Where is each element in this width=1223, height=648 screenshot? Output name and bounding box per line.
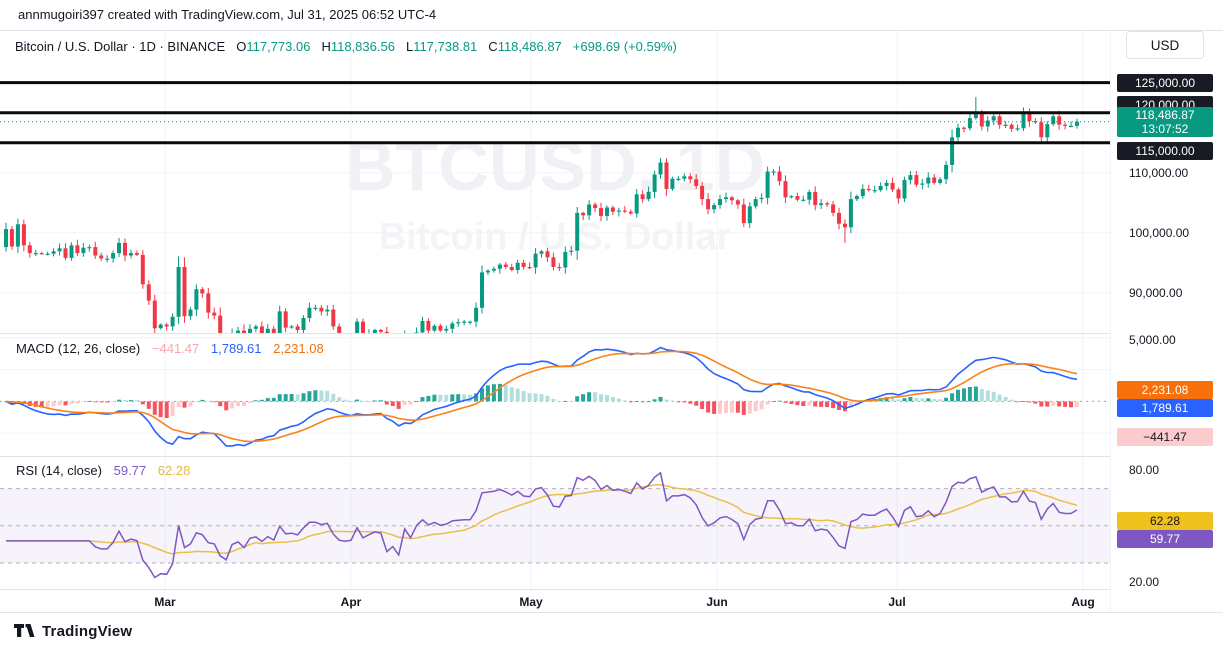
attribution-text: annmugoiri397 created with TradingView.c…: [18, 7, 437, 22]
rsi-canvas[interactable]: [0, 457, 1110, 589]
time-axis-month-label: May: [519, 595, 543, 609]
currency-cell: USD: [1111, 31, 1223, 59]
price-level-badge: 115,000.00: [1117, 141, 1213, 160]
pane-divider[interactable]: [0, 333, 1223, 334]
last-price-badge: 118,486.87 13:07:52: [1117, 106, 1213, 137]
price-pane[interactable]: BTCUSD, 1D Bitcoin / U.S. Dollar Bitcoin…: [0, 31, 1110, 333]
candlestick-canvas[interactable]: [0, 31, 1110, 333]
ohlc-item: O117,773.06: [236, 39, 311, 54]
rsi-pane[interactable]: RSI (14, close) 59.77 62.28: [0, 457, 1110, 589]
tradingview-logo-icon: [14, 624, 35, 638]
ohlc-item: H118,836.56: [321, 39, 395, 54]
macd-hist-value: −441.47: [151, 341, 200, 356]
macd-legend: MACD (12, 26, close) −441.47 1,789.61 2,…: [16, 341, 324, 356]
price-scale[interactable]: USD 125,000.00 120,000.00 115,000.00 118,48…: [1110, 31, 1223, 613]
symbol-legend: Bitcoin / U.S. Dollar · 1D · BINANCE O117…: [15, 39, 677, 57]
time-axis-month-label: Mar: [154, 595, 176, 609]
macd-signal-badge: 2,231.08: [1117, 381, 1213, 399]
ohlc-item: L117,738.81: [405, 39, 478, 54]
rsi-legend: RSI (14, close) 59.77 62.28: [16, 463, 190, 478]
chart-widget: BTCUSD, 1D Bitcoin / U.S. Dollar Bitcoin…: [0, 30, 1223, 614]
pane-divider[interactable]: [0, 456, 1223, 457]
rsi-axis-label: 80.00: [1129, 463, 1160, 477]
macd-signal-value: 2,231.08: [273, 341, 324, 356]
time-axis-month-label: Jun: [706, 595, 728, 609]
currency-toggle-button[interactable]: USD: [1126, 31, 1204, 59]
widget-bottom-border: [0, 612, 1223, 613]
price-level-badge: 125,000.00: [1117, 73, 1213, 92]
time-axis-month-label: Aug: [1071, 595, 1095, 609]
macd-pane[interactable]: MACD (12, 26, close) −441.47 1,789.61 2,…: [0, 334, 1110, 456]
macd-canvas[interactable]: [0, 334, 1110, 456]
price-axis-label: 100,000.00: [1129, 225, 1190, 240]
change-value: +698.69 (+0.59%): [572, 39, 677, 54]
time-axis[interactable]: Mar Apr May Jun Jul Aug: [0, 589, 1223, 614]
time-axis-month-label: Apr: [340, 595, 362, 609]
ohlc-item: C118,486.87: [488, 39, 562, 54]
rsi-axis-label: 20.00: [1129, 574, 1160, 589]
rsi-title: RSI (14, close): [16, 463, 102, 478]
price-axis-label: 110,000.00: [1129, 165, 1189, 180]
tradingview-attribution[interactable]: TradingView: [14, 620, 132, 642]
rsi-line-badge: 59.77: [1117, 530, 1213, 548]
time-axis-month-label: Jul: [888, 595, 906, 609]
price-axis-label: 90,000.00: [1129, 285, 1183, 300]
macd-hist-badge: −441.47: [1117, 428, 1213, 446]
rsi-ma-badge: 62.28: [1117, 512, 1213, 530]
ohlc-values: O117,773.06 H118,836.56 L117,738.81 C118,48…: [236, 39, 573, 54]
macd-line-value: 1,789.61: [210, 341, 262, 356]
header-bar: annmugoiri397 created with TradingView.c…: [0, 0, 1223, 30]
rsi-line-value: 59.77: [113, 463, 147, 478]
macd-line-badge: 1,789.61: [1117, 399, 1213, 417]
tradingview-brand-text: TradingView: [42, 622, 133, 640]
macd-axis-top-label: 5,000.00: [1129, 332, 1176, 347]
macd-title: MACD (12, 26, close): [16, 341, 141, 356]
rsi-ma-value: 62.28: [157, 463, 191, 478]
symbol-title: Bitcoin / U.S. Dollar · 1D · BINANCE: [15, 39, 226, 54]
